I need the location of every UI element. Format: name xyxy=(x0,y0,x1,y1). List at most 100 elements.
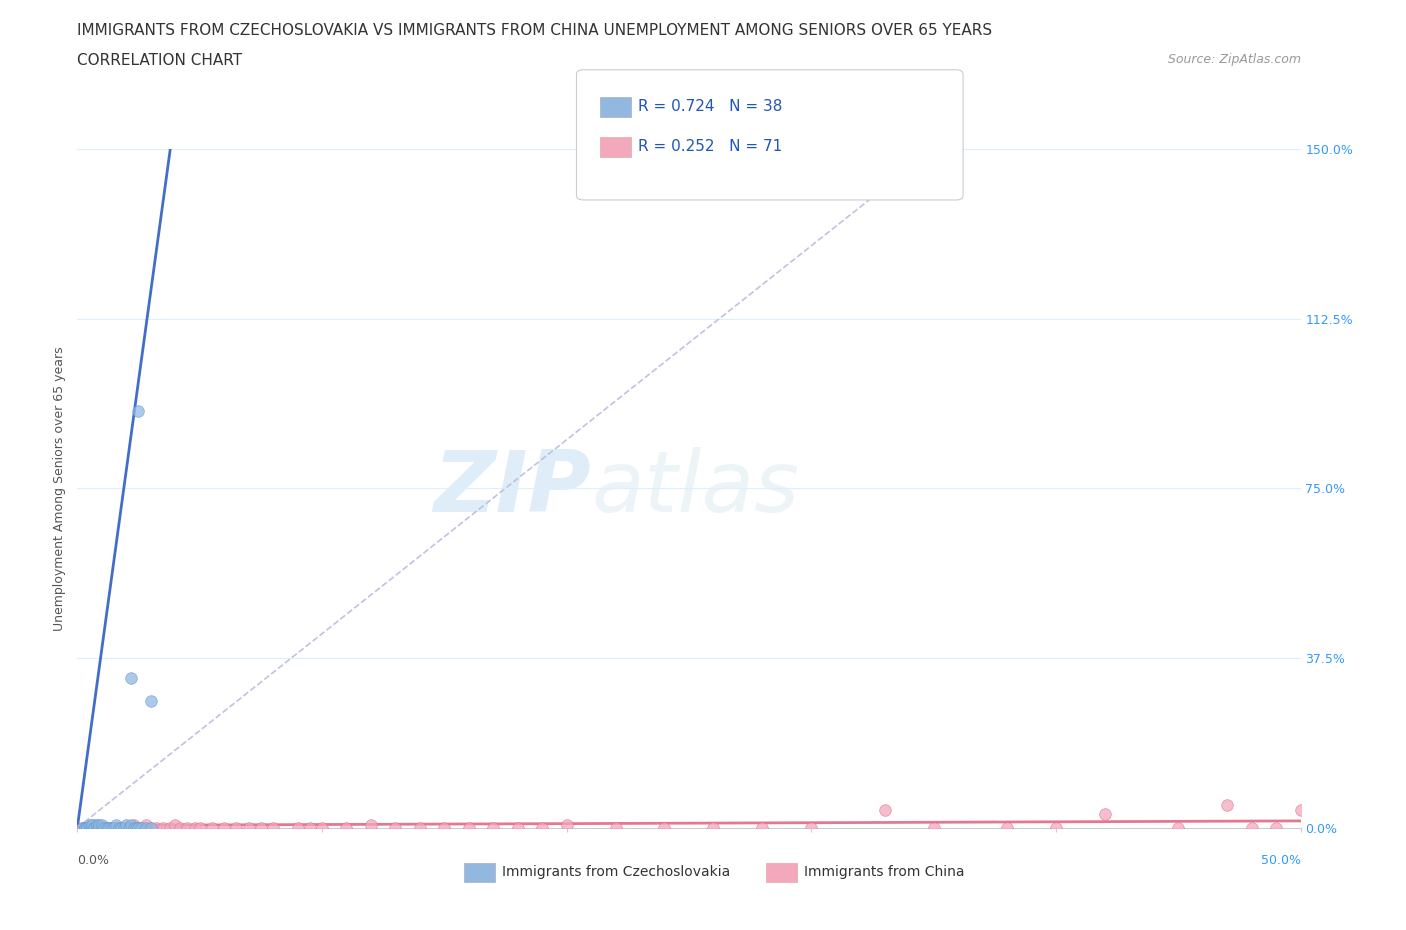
Point xyxy=(100,820,122,835)
Point xyxy=(287,820,309,835)
Point xyxy=(995,820,1018,835)
Point xyxy=(76,820,98,835)
Point xyxy=(873,803,896,817)
Point xyxy=(139,694,162,709)
Point xyxy=(83,820,105,835)
Point xyxy=(89,818,111,833)
Point xyxy=(76,820,98,835)
Point xyxy=(125,820,148,835)
Point xyxy=(80,820,103,835)
Point xyxy=(120,818,142,833)
Point xyxy=(120,820,142,835)
Point xyxy=(115,818,138,833)
Text: Source: ZipAtlas.com: Source: ZipAtlas.com xyxy=(1167,53,1301,66)
Point xyxy=(125,820,148,835)
Text: 50.0%: 50.0% xyxy=(1261,854,1301,867)
Point xyxy=(103,820,125,835)
Point xyxy=(83,818,105,833)
Point xyxy=(482,820,505,835)
Text: ZIP: ZIP xyxy=(433,446,591,530)
Point xyxy=(335,820,357,835)
Point xyxy=(90,820,112,835)
Point xyxy=(555,818,578,833)
Point xyxy=(800,820,823,835)
Text: Immigrants from China: Immigrants from China xyxy=(804,865,965,880)
Point xyxy=(98,820,121,835)
Point xyxy=(1094,806,1116,821)
Point xyxy=(169,820,191,835)
Point xyxy=(152,820,174,835)
Point xyxy=(70,820,93,835)
Text: atlas: atlas xyxy=(591,446,799,530)
Point xyxy=(118,820,141,835)
Text: CORRELATION CHART: CORRELATION CHART xyxy=(77,53,242,68)
Point xyxy=(80,820,103,835)
Point xyxy=(201,820,224,835)
Point xyxy=(132,820,155,835)
Text: 0.0%: 0.0% xyxy=(77,854,110,867)
Point xyxy=(86,820,108,835)
Point xyxy=(79,818,101,833)
Point xyxy=(112,820,135,835)
Point xyxy=(79,820,101,835)
Point xyxy=(262,820,284,835)
Point xyxy=(86,818,108,833)
Point xyxy=(159,820,181,835)
Point xyxy=(145,820,167,835)
Point xyxy=(70,820,93,835)
Point xyxy=(384,820,406,835)
Point xyxy=(122,818,145,833)
Point xyxy=(135,818,157,833)
Point xyxy=(83,820,105,835)
Point xyxy=(506,820,529,835)
Point xyxy=(108,820,131,835)
Point xyxy=(115,820,138,835)
Point xyxy=(127,404,149,418)
Point xyxy=(1240,820,1263,835)
Point xyxy=(122,820,145,835)
Point xyxy=(1167,820,1189,835)
Point xyxy=(360,818,382,833)
Point xyxy=(531,820,554,835)
Point xyxy=(73,820,96,835)
Point xyxy=(1265,820,1288,835)
Point xyxy=(129,820,152,835)
Point xyxy=(98,820,121,835)
Point xyxy=(212,820,235,835)
Point xyxy=(127,820,149,835)
Point xyxy=(90,820,112,835)
Point xyxy=(83,820,105,835)
Point xyxy=(105,820,128,835)
Point xyxy=(118,820,141,835)
Point xyxy=(103,820,125,835)
Point xyxy=(1216,798,1239,813)
Point xyxy=(93,820,115,835)
Point xyxy=(184,820,207,835)
Point xyxy=(176,820,198,835)
Point xyxy=(112,820,135,835)
Point xyxy=(73,820,96,835)
Point xyxy=(311,820,333,835)
Point xyxy=(96,820,118,835)
Point xyxy=(129,820,152,835)
Point xyxy=(238,820,260,835)
Point xyxy=(108,820,131,835)
Point xyxy=(139,820,162,835)
Point xyxy=(127,820,149,835)
Point xyxy=(409,820,432,835)
Point xyxy=(1045,820,1067,835)
Point xyxy=(80,818,103,833)
Point xyxy=(751,820,773,835)
Point xyxy=(100,820,122,835)
Point xyxy=(922,820,945,835)
Point xyxy=(120,671,142,685)
Text: Immigrants from Czechoslovakia: Immigrants from Czechoslovakia xyxy=(502,865,730,880)
Point xyxy=(702,820,724,835)
Point xyxy=(89,820,111,835)
Point xyxy=(90,818,112,833)
Text: IMMIGRANTS FROM CZECHOSLOVAKIA VS IMMIGRANTS FROM CHINA UNEMPLOYMENT AMONG SENIO: IMMIGRANTS FROM CZECHOSLOVAKIA VS IMMIGR… xyxy=(77,23,993,38)
Y-axis label: Unemployment Among Seniors over 65 years: Unemployment Among Seniors over 65 years xyxy=(53,346,66,631)
Point xyxy=(250,820,273,835)
Text: R = 0.252   N = 71: R = 0.252 N = 71 xyxy=(638,140,783,154)
Point xyxy=(86,820,108,835)
